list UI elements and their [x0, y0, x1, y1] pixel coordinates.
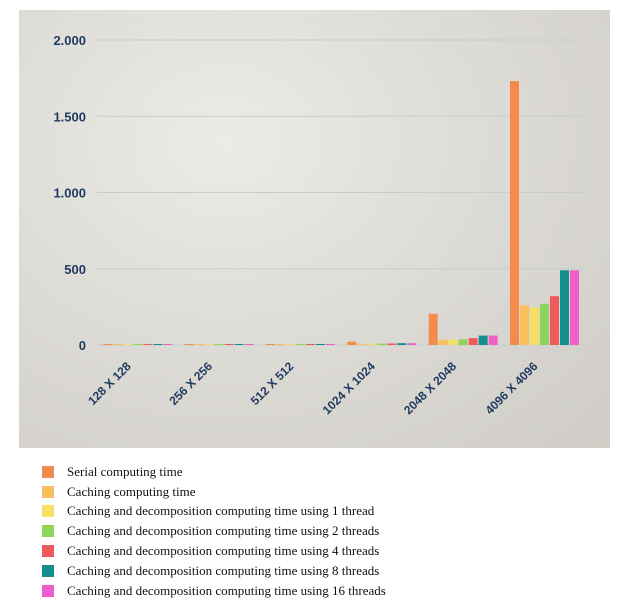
legend-label: Serial computing time	[67, 463, 183, 479]
legend-item: Caching and decomposition computing time…	[42, 521, 602, 541]
bar	[234, 344, 244, 345]
x-tick-label: 4096 X 4096	[482, 359, 540, 417]
legend-swatch	[42, 485, 54, 498]
bar	[458, 339, 468, 345]
bar	[428, 313, 438, 345]
legend-swatch	[42, 505, 54, 518]
legend-item: Serial computing time	[42, 462, 602, 482]
bar	[133, 344, 143, 345]
legend-swatch	[42, 465, 54, 478]
bar	[520, 305, 529, 345]
bar	[468, 338, 478, 345]
bar	[224, 344, 234, 345]
legend-label: Caching and decomposition computing time…	[67, 523, 380, 539]
bar	[560, 270, 569, 345]
bar	[153, 344, 163, 345]
legend-swatch	[42, 545, 54, 558]
y-tick-label: 500	[64, 262, 86, 277]
bar	[326, 344, 335, 345]
legend-swatch	[42, 525, 54, 538]
bar	[540, 303, 549, 345]
legend-label: Caching and decomposition computing time…	[67, 543, 380, 559]
chart-panel: 0 500 1.000 1.500 2.000 128 X 128 256 X 256 51…	[19, 10, 610, 448]
bar	[143, 344, 153, 345]
bar	[570, 270, 579, 345]
y-tick-label: 2.000	[53, 33, 86, 48]
bar	[214, 344, 224, 345]
y-axis-ticks: 0 500 1.000 1.500 2.000	[53, 33, 86, 353]
x-tick-label: 2048 X 2048	[401, 359, 459, 417]
bar	[194, 344, 204, 345]
bar	[296, 344, 305, 345]
bar	[448, 339, 458, 345]
bar	[103, 344, 113, 345]
bar	[488, 335, 498, 345]
x-tick-label: 1024 X 1024	[320, 359, 378, 417]
legend-swatch	[42, 584, 54, 597]
bars	[103, 81, 579, 346]
legend-item: Caching and decomposition computing time…	[42, 502, 602, 522]
legend-item: Caching computing time	[42, 482, 602, 502]
x-axis-ticks: 128 X 128 256 X 256 512 X 512 1024 X 1024 20…	[85, 359, 540, 417]
bar	[113, 344, 123, 345]
x-tick-label: 512 X 512	[248, 359, 297, 408]
bar	[530, 307, 539, 345]
legend-label: Caching and decomposition computing time…	[67, 562, 380, 578]
legend-swatch	[42, 564, 54, 577]
bar	[407, 343, 417, 345]
bar	[276, 344, 285, 345]
x-tick-label: 256 X 256	[167, 359, 216, 408]
y-tick-label: 1.500	[53, 109, 86, 124]
bar	[306, 344, 315, 345]
legend-item: Caching and decomposition computing time…	[42, 561, 602, 581]
bar	[244, 344, 254, 345]
legend-label: Caching computing time	[67, 483, 196, 499]
legend-item: Caching and decomposition computing time…	[42, 581, 602, 601]
legend: Serial computing time Caching computing t…	[42, 462, 602, 601]
gridlines	[97, 39, 585, 346]
bar	[204, 344, 214, 345]
bar	[347, 341, 357, 345]
bar	[550, 296, 559, 345]
bar	[478, 335, 488, 345]
legend-label: Caching and decomposition computing time…	[67, 582, 386, 598]
bar	[184, 344, 194, 345]
bar	[367, 343, 377, 345]
bar	[266, 344, 275, 345]
bar	[510, 81, 519, 346]
bar	[397, 343, 407, 345]
bar	[123, 344, 133, 345]
bar-chart: 0 500 1.000 1.500 2.000 128 X 128 256 X 256 51…	[53, 33, 585, 417]
bar	[163, 344, 173, 345]
bar	[438, 339, 448, 345]
bar	[316, 344, 325, 345]
bar	[387, 343, 397, 345]
y-tick-label: 1.000	[53, 186, 86, 201]
bar	[286, 344, 295, 345]
legend-item: Caching and decomposition computing time…	[42, 541, 602, 561]
bar	[377, 343, 387, 345]
bar	[357, 343, 367, 345]
x-tick-label: 128 X 128	[85, 359, 134, 408]
legend-label: Caching and decomposition computing time…	[67, 503, 375, 519]
y-tick-label: 0	[79, 338, 86, 353]
